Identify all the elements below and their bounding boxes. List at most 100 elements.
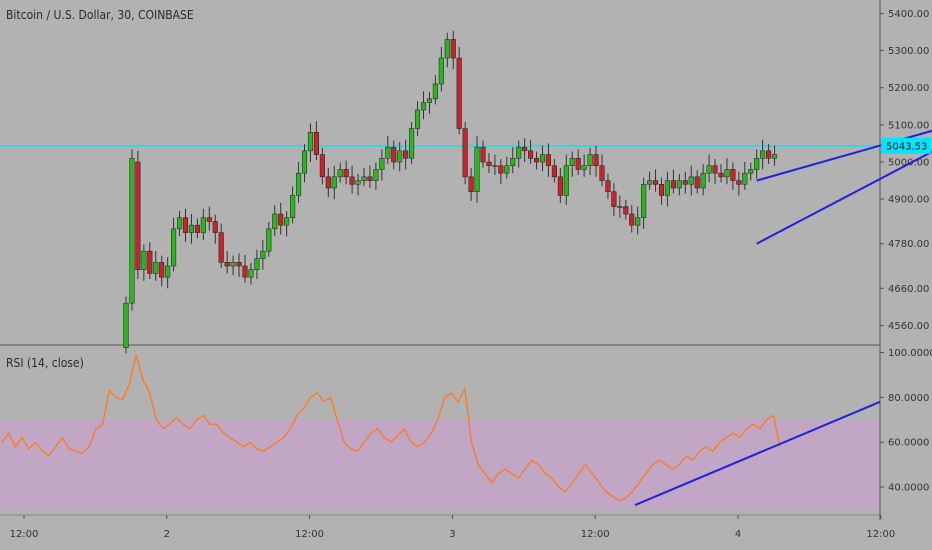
price-tick-label: 5400.00 — [888, 9, 929, 20]
price-tick-label: 4660.00 — [888, 284, 929, 295]
rsi-trendline[interactable] — [634, 400, 881, 506]
time-tick-label: 12:00 — [295, 529, 324, 540]
candle-up — [188, 224, 194, 233]
candle-up — [248, 269, 254, 278]
candle-up — [385, 146, 391, 159]
candle-down — [367, 176, 373, 181]
candle-up — [700, 172, 706, 189]
time-tick-label: 12:00 — [581, 529, 610, 540]
candle-down — [730, 169, 736, 181]
candle-down — [551, 165, 557, 178]
time-tick-label: 4 — [735, 529, 741, 540]
candle-down — [694, 176, 700, 189]
candle-down — [391, 146, 397, 163]
candle-down — [325, 176, 331, 189]
candle-down — [456, 57, 462, 129]
candle-up — [415, 109, 421, 129]
candle-up — [617, 206, 623, 208]
price-tick-label: 5200.00 — [888, 83, 929, 94]
candle-down — [242, 265, 248, 278]
time-tick-label: 2 — [164, 529, 170, 540]
price-tick-label: 4560.00 — [888, 321, 929, 332]
candle-down — [682, 180, 688, 185]
candle-up — [129, 158, 135, 304]
price-tick-label: 5300.00 — [888, 46, 929, 57]
time-tick-label: 12:00 — [10, 529, 39, 540]
candle-up — [266, 228, 272, 252]
candle-up — [171, 228, 177, 267]
rsi-tick-label: 60.0000 — [888, 438, 929, 449]
candle-down — [545, 154, 552, 166]
candle-up — [688, 176, 694, 185]
candle-down — [480, 146, 486, 163]
candle-down — [653, 180, 659, 185]
main-legend-title: Bitcoin / U.S. Dollar, 30, COINBASE — [6, 8, 194, 22]
candle-up — [254, 258, 260, 270]
candle-down — [343, 169, 349, 178]
candle-down — [182, 217, 189, 233]
candle-down — [528, 150, 534, 159]
candle-up — [539, 154, 546, 163]
time-tick-label: 12:00 — [866, 529, 895, 540]
rsi-tick-label: 80.0000 — [888, 393, 929, 404]
candle-up — [706, 165, 712, 174]
candle-down — [313, 132, 319, 155]
candle-down — [534, 158, 540, 163]
candle-down — [147, 250, 153, 274]
candle-up — [337, 169, 343, 178]
candle-up — [676, 180, 682, 189]
candle-up — [581, 165, 587, 170]
rsi-band — [0, 419, 880, 510]
candle-up — [492, 165, 498, 167]
candle-up — [361, 176, 367, 181]
time-tick-label: 3 — [449, 529, 455, 540]
candle-up — [331, 176, 337, 189]
candle-up — [123, 302, 129, 348]
candle-up — [153, 262, 159, 274]
candle-up — [296, 172, 302, 196]
candle-up — [177, 217, 183, 230]
candle-up — [510, 158, 516, 166]
candle-up — [165, 265, 171, 278]
candle-down — [206, 217, 212, 222]
candle-down — [629, 213, 635, 226]
candle-down — [135, 161, 141, 270]
price-tick-label: 5100.00 — [888, 120, 929, 131]
candle-down — [403, 150, 409, 159]
candle-down — [224, 262, 230, 267]
price-tick-label: 4780.00 — [888, 239, 929, 250]
candle-up — [724, 169, 730, 178]
candle-up — [742, 172, 748, 185]
candle-up — [444, 39, 450, 59]
candle-down — [670, 180, 676, 189]
candle-down — [712, 165, 718, 174]
candle-down — [450, 39, 456, 59]
candle-down — [658, 184, 665, 196]
candle-up — [230, 262, 236, 267]
candle-up — [587, 154, 593, 166]
candle-up — [438, 57, 444, 85]
candle-up — [504, 165, 510, 174]
candle-up — [420, 102, 427, 111]
candle-down — [462, 128, 468, 178]
candle-down — [623, 206, 629, 215]
candle-down — [766, 150, 772, 159]
candle-up — [397, 150, 403, 163]
candle-up — [772, 154, 778, 159]
candle-up — [563, 165, 569, 196]
last-price-badge — [881, 137, 931, 154]
candle-down — [236, 262, 242, 267]
candle-up — [141, 250, 147, 270]
wedge-lower-trendline[interactable] — [756, 106, 932, 245]
candle-up — [635, 217, 641, 226]
candle-down — [468, 176, 474, 192]
candle-down — [575, 158, 581, 170]
candle-up — [373, 169, 379, 181]
candle-up — [426, 98, 432, 103]
rsi-legend-title: RSI (14, close) — [6, 356, 84, 370]
candle-up — [409, 128, 415, 159]
candle-up — [516, 146, 522, 159]
candle-down — [349, 176, 355, 185]
price-tick-label: 4900.00 — [888, 195, 929, 206]
